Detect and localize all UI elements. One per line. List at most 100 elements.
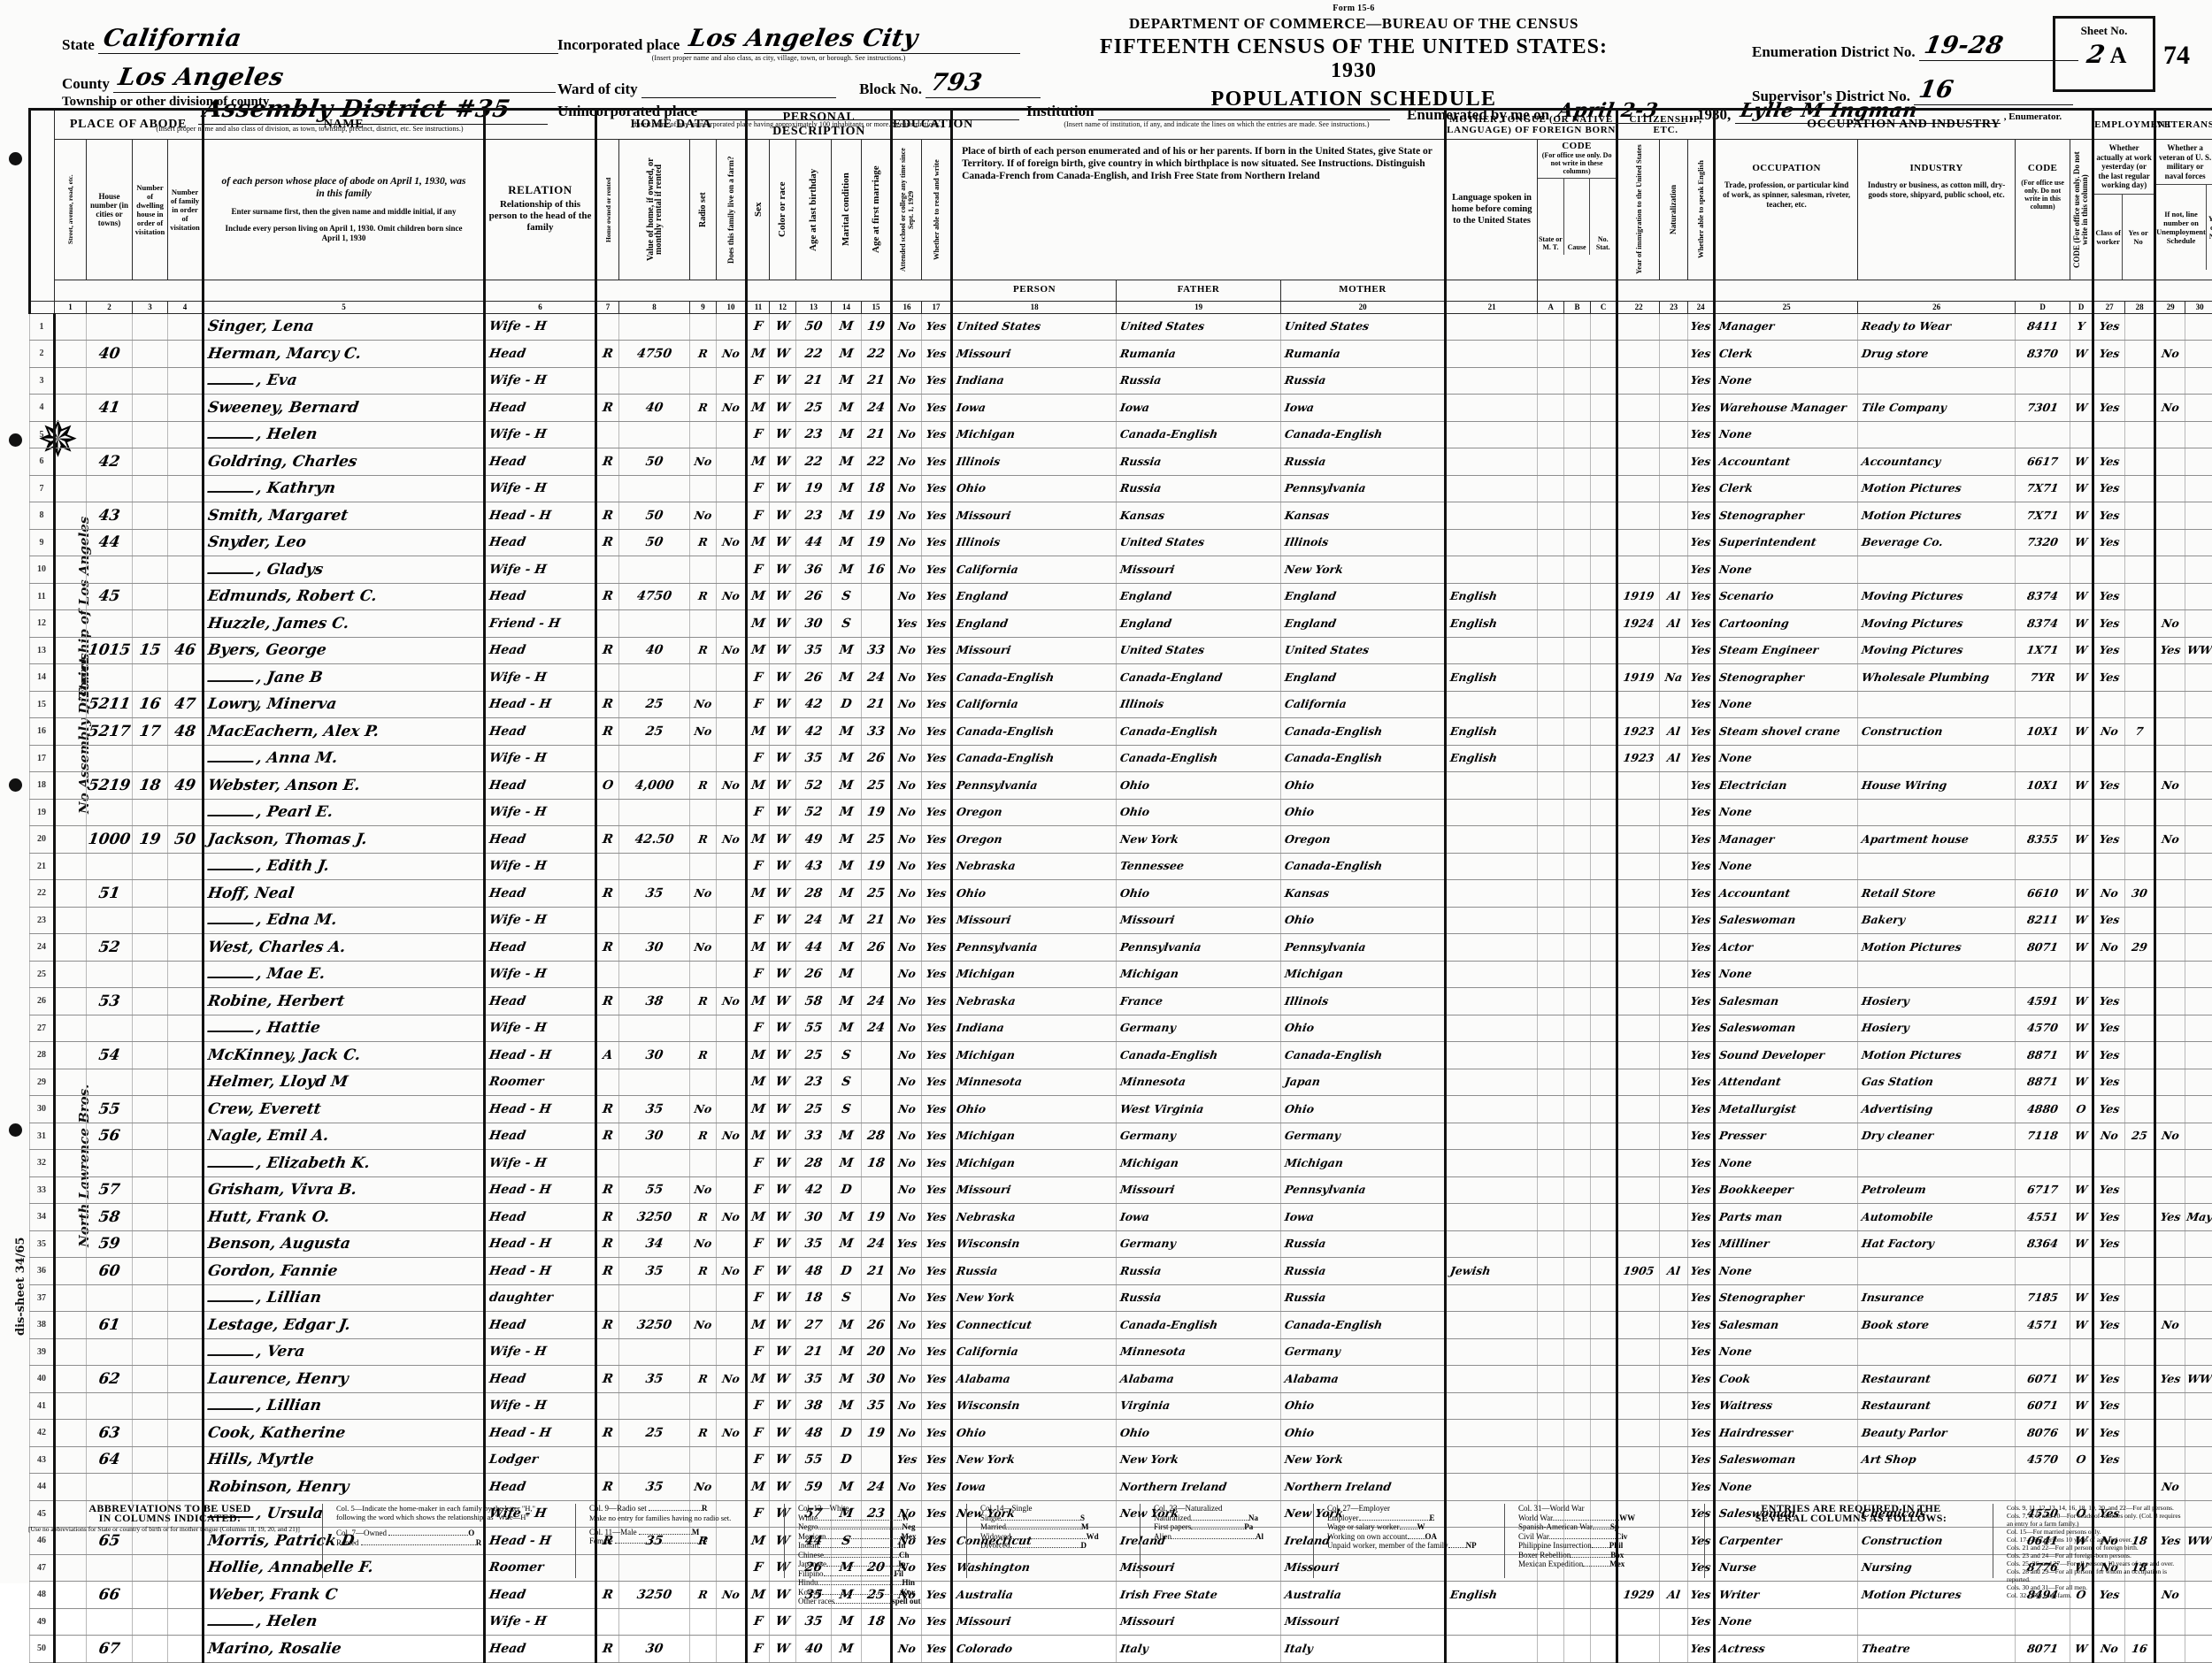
cell-age[interactable]: 27 — [796, 1312, 832, 1339]
cell-radio[interactable]: No — [690, 1230, 717, 1258]
cell-pobm[interactable]: Japan — [1281, 1069, 1446, 1096]
cell-code[interactable]: 8355 — [2016, 826, 2070, 854]
cell-eng[interactable]: Yes — [1688, 1096, 1715, 1123]
cell-name[interactable]: , Vera — [204, 1338, 485, 1366]
cell-ind[interactable]: Motion Pictures — [1858, 475, 2016, 502]
cell-vet[interactable] — [2155, 691, 2185, 718]
cell-radio[interactable]: R — [690, 1420, 717, 1447]
cell-nat[interactable] — [1660, 637, 1688, 664]
cell-codeA[interactable] — [1538, 691, 1564, 718]
cell-nat[interactable] — [1660, 880, 1688, 908]
cell-farm[interactable]: No — [717, 341, 747, 368]
cell-name[interactable]: Benson, Augusta — [204, 1230, 485, 1258]
cell-code[interactable] — [2016, 1150, 2070, 1177]
cell-pobf[interactable]: Michigan — [1117, 1150, 1281, 1177]
cell-radio[interactable]: R — [690, 772, 717, 800]
cell-house[interactable] — [87, 1015, 133, 1042]
cell-pob[interactable]: Iowa — [952, 395, 1117, 422]
cell-school[interactable]: No — [892, 1366, 922, 1393]
cell-code[interactable]: 10X1 — [2016, 718, 2070, 746]
cell-lang[interactable] — [1446, 1176, 1538, 1204]
cell-code[interactable]: 8370 — [2016, 341, 2070, 368]
cell-unemp[interactable] — [2125, 1230, 2155, 1258]
cell-pobm[interactable]: Ohio — [1281, 1392, 1446, 1420]
cell-code[interactable]: 6071 — [2016, 1392, 2070, 1420]
cell-school[interactable]: No — [892, 934, 922, 962]
cell-code[interactable]: 4551 — [2016, 1204, 2070, 1231]
cell-pobm[interactable]: Kansas — [1281, 880, 1446, 908]
cell-school[interactable]: No — [892, 880, 922, 908]
cell-age[interactable]: 21 — [796, 367, 832, 395]
cell-vet[interactable] — [2155, 1338, 2185, 1366]
cell-own[interactable] — [596, 475, 619, 502]
cell-radio[interactable]: No — [690, 718, 717, 746]
cell-ind[interactable]: Construction — [1858, 718, 2016, 746]
cell-marital[interactable]: D — [832, 691, 862, 718]
cell-name[interactable]: , Helen — [204, 1608, 485, 1636]
cell-relation[interactable]: Head - H — [485, 691, 596, 718]
cell-age[interactable]: 26 — [796, 664, 832, 692]
cell-vet[interactable] — [2155, 1446, 2185, 1474]
cell-fam[interactable] — [168, 1312, 204, 1339]
cell-name[interactable]: , Pearl E. — [204, 799, 485, 826]
cell-street[interactable] — [55, 502, 87, 530]
cell-age[interactable]: 59 — [796, 1474, 832, 1501]
cell-vet[interactable] — [2155, 1392, 2185, 1420]
cell-street[interactable] — [55, 799, 87, 826]
cell-pobf[interactable]: Pennsylvania — [1117, 934, 1281, 962]
cell-code[interactable] — [2016, 1608, 2070, 1636]
cell-code[interactable] — [2016, 556, 2070, 584]
cell-school[interactable]: No — [892, 772, 922, 800]
cell-imm[interactable]: 1929 — [1617, 1582, 1660, 1609]
cell-fam[interactable] — [168, 1582, 204, 1609]
cell-age[interactable]: 23 — [796, 502, 832, 530]
cell-relation[interactable]: Wife - H — [485, 745, 596, 772]
cell-street[interactable] — [55, 772, 87, 800]
cell-radio[interactable] — [690, 664, 717, 692]
cell-relation[interactable]: Wife - H — [485, 961, 596, 988]
cell-agem[interactable] — [862, 1042, 892, 1069]
cell-radio[interactable] — [690, 1015, 717, 1042]
cell-read[interactable]: Yes — [922, 691, 952, 718]
cell-code[interactable] — [2016, 1258, 2070, 1285]
cell-age[interactable]: 48 — [796, 1420, 832, 1447]
cell-emp[interactable]: Yes — [2093, 1042, 2125, 1069]
cell-war[interactable] — [2185, 1284, 2212, 1312]
cell-own[interactable]: R — [596, 395, 619, 422]
cell-emp[interactable] — [2093, 799, 2125, 826]
cell-nat[interactable] — [1660, 1338, 1688, 1366]
cell-name[interactable]: Crew, Everett — [204, 1096, 485, 1123]
cell-codeA[interactable] — [1538, 1150, 1564, 1177]
cell-pobf[interactable]: Michigan — [1117, 961, 1281, 988]
cell-age[interactable]: 40 — [796, 1636, 832, 1663]
cell-dwell[interactable] — [133, 421, 168, 448]
cell-agem[interactable]: 19 — [862, 529, 892, 556]
cell-ind[interactable]: Accountancy — [1858, 448, 2016, 476]
cell-fam[interactable] — [168, 1123, 204, 1150]
cell-cls[interactable] — [2070, 1608, 2093, 1636]
cell-pobm[interactable]: Russia — [1281, 1230, 1446, 1258]
cell-name[interactable]: Hoff, Neal — [204, 880, 485, 908]
cell-code[interactable] — [2016, 1474, 2070, 1501]
cell-unemp[interactable] — [2125, 1420, 2155, 1447]
cell-school[interactable]: Yes — [892, 1230, 922, 1258]
cell-marital[interactable]: M — [832, 637, 862, 664]
cell-codeA[interactable] — [1538, 1096, 1564, 1123]
cell-cls[interactable]: Y — [2070, 313, 2093, 341]
cell-lang[interactable] — [1446, 1636, 1538, 1663]
cell-fam[interactable] — [168, 1284, 204, 1312]
cell-lang[interactable] — [1446, 1392, 1538, 1420]
cell-sex[interactable]: F — [747, 475, 770, 502]
cell-unemp[interactable] — [2125, 1338, 2155, 1366]
cell-cls[interactable]: W — [2070, 1230, 2093, 1258]
cell-code[interactable]: 6071 — [2016, 1366, 2070, 1393]
cell-own[interactable] — [596, 745, 619, 772]
cell-race[interactable]: W — [770, 718, 796, 746]
cell-lang[interactable] — [1446, 1366, 1538, 1393]
cell-eng[interactable]: Yes — [1688, 421, 1715, 448]
cell-war[interactable] — [2185, 1338, 2212, 1366]
cell-unemp[interactable] — [2125, 1366, 2155, 1393]
